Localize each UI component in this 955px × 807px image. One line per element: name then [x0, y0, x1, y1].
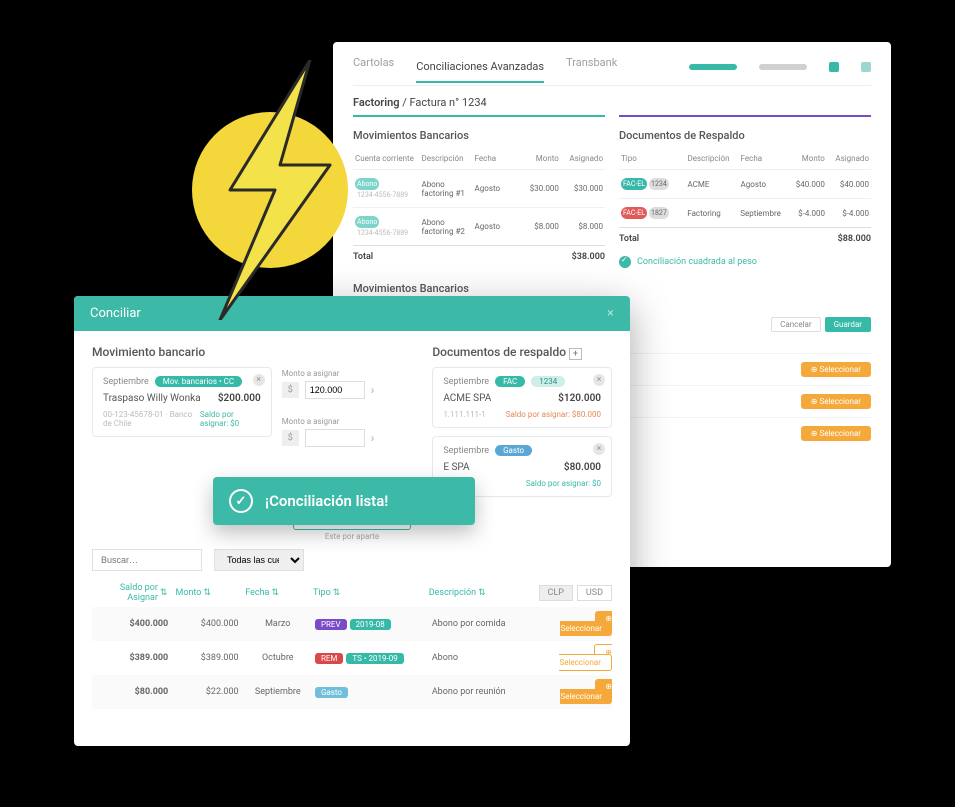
tab-conciliaciones[interactable]: Conciliaciones Avanzadas: [416, 60, 544, 83]
movement-card: × SeptiembreMov. bancarios • CC Traspaso…: [92, 367, 272, 437]
remove-icon[interactable]: ×: [253, 374, 265, 386]
select-button[interactable]: Seleccionar: [560, 679, 612, 704]
table-row: $389.000 $389.000 Octubre REMTS • 2019-0…: [92, 641, 612, 675]
save-button[interactable]: Guardar: [825, 317, 871, 332]
table-row: FAC-EL 1827 Factoring Septiembre $-4.000…: [619, 198, 871, 227]
bank-movements-box: Movimientos Bancarios Cuenta corrienteDe…: [353, 115, 605, 301]
close-icon[interactable]: ×: [607, 306, 614, 321]
currency-clp[interactable]: CLP: [539, 585, 573, 601]
section-title: Movimiento bancario: [92, 345, 272, 359]
cancel-button[interactable]: Cancelar: [771, 317, 820, 332]
breadcrumb: Factoring / Factura n° 1234: [353, 86, 871, 115]
success-toast: ✓ ¡Conciliación lista!: [213, 477, 475, 525]
remove-icon[interactable]: ×: [593, 443, 605, 455]
check-icon: ✓: [229, 489, 253, 513]
select-button[interactable]: Seleccionar: [801, 426, 871, 441]
table-row: Abono1234-4556-7889 Abono factoring #1 A…: [353, 169, 605, 207]
assign-block: Monto a asignar $ ›: [282, 369, 423, 399]
col-monto[interactable]: Monto: [175, 583, 245, 603]
section-title: Documentos de Respaldo: [619, 123, 871, 148]
select-button[interactable]: Seleccionar: [801, 394, 871, 409]
check-icon: [619, 256, 631, 268]
table-row: $400.000 $400.000 Marzo PREV2019-08 Abon…: [92, 607, 612, 641]
view-list-icon[interactable]: [861, 62, 871, 72]
skip-link[interactable]: Este por aparte: [92, 532, 612, 541]
col-saldo[interactable]: Saldo por Asignar: [92, 583, 175, 603]
select-button[interactable]: Seleccionar: [560, 611, 612, 636]
currency-usd[interactable]: USD: [577, 585, 612, 601]
view-grid-icon[interactable]: [829, 62, 839, 72]
select-button[interactable]: Seleccionar: [559, 644, 612, 671]
search-input[interactable]: [92, 549, 202, 571]
col-fecha[interactable]: Fecha: [245, 583, 307, 603]
col-desc[interactable]: Descripción: [423, 583, 539, 603]
select-button[interactable]: Seleccionar: [801, 362, 871, 377]
table-row: Abono1234-4556-7889 Abono factoring #2 A…: [353, 207, 605, 245]
doc-card: × SeptiembreFAC1234 ACME SPA$120.000 1.1…: [432, 367, 612, 428]
account-select[interactable]: Todas las cuentas: [214, 549, 304, 571]
amount-input[interactable]: [305, 429, 365, 447]
remove-icon[interactable]: ×: [593, 374, 605, 386]
table-row: $80.000 $22.000 Septiembre Gasto Abono p…: [92, 675, 612, 709]
add-icon[interactable]: +: [569, 348, 582, 360]
status-ok: Conciliación cuadrada al peso: [619, 250, 871, 278]
arrow-right-icon: ›: [371, 383, 375, 397]
section-title: Movimientos Bancarios: [353, 123, 605, 148]
tabs: Cartolas Conciliaciones Avanzadas Transb…: [353, 56, 871, 86]
table-row: FAC-EL 1234 ACME Agosto $40.000 $40.000: [619, 169, 871, 198]
progress-bar-icon: [759, 64, 807, 70]
arrow-right-icon: ›: [371, 431, 375, 445]
tab-transbank[interactable]: Transbank: [566, 56, 617, 77]
amount-input[interactable]: [305, 381, 365, 399]
assign-block: Monto a asignar $ ›: [282, 417, 423, 447]
lightning-icon: [160, 60, 380, 320]
progress-bar-icon: [689, 64, 737, 70]
backup-docs-box: Documentos de Respaldo TipoDescripciónFe…: [619, 115, 871, 301]
section-title: Documentos de respaldo +: [432, 345, 612, 359]
col-tipo[interactable]: Tipo: [307, 583, 423, 603]
